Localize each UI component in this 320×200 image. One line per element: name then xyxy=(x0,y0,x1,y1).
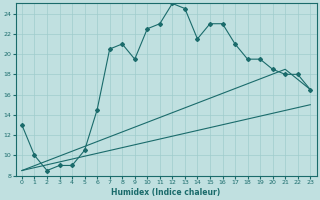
X-axis label: Humidex (Indice chaleur): Humidex (Indice chaleur) xyxy=(111,188,221,197)
